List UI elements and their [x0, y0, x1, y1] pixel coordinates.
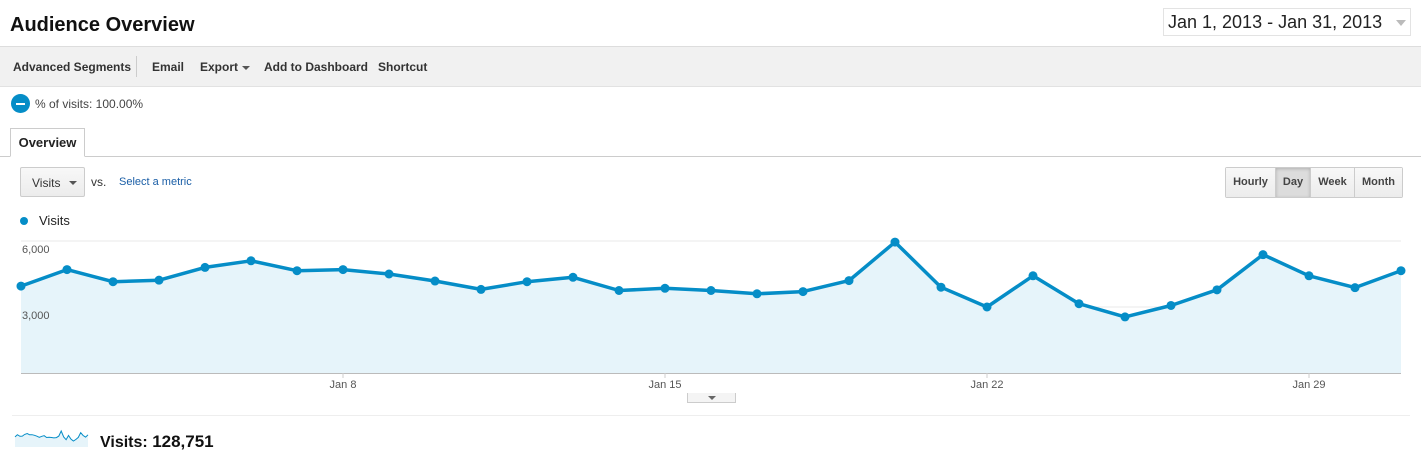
chart-collapse-handle[interactable]	[687, 393, 736, 403]
export-label: Export	[200, 60, 239, 74]
data-point[interactable]	[936, 282, 946, 292]
legend-label: Visits	[39, 213, 70, 228]
data-point[interactable]	[1074, 299, 1084, 309]
data-point[interactable]	[752, 289, 762, 299]
data-point[interactable]	[706, 286, 716, 295]
visits-area-chart[interactable]: 6,000 3,000 Jan 8 Jan 15 Jan 22 Jan 29	[0, 236, 1421, 392]
granularity-month-button[interactable]: Month	[1355, 168, 1402, 197]
summary-label: Visits:	[100, 434, 148, 451]
chevron-down-icon[interactable]	[1396, 20, 1406, 26]
date-range-text: Jan 1, 2013 - Jan 31, 2013	[1168, 11, 1383, 32]
data-point[interactable]	[890, 237, 900, 247]
area-fill	[21, 242, 1401, 373]
select-metric-link[interactable]: Select a metric	[119, 176, 192, 188]
caret-down-icon	[242, 65, 251, 70]
vs-label: vs.	[91, 175, 107, 189]
data-point[interactable]	[798, 287, 808, 297]
y-tick-label: 6,000	[22, 244, 50, 256]
email-button[interactable]: Email	[152, 60, 185, 74]
data-point[interactable]	[154, 275, 164, 285]
x-tick-label: Jan 22	[970, 379, 1003, 391]
data-point[interactable]	[1120, 312, 1130, 322]
date-range-picker[interactable]: Jan 1, 2013 - Jan 31, 2013	[1163, 8, 1411, 36]
segment-minus-icon[interactable]	[11, 94, 30, 113]
tab-overview[interactable]: Overview	[10, 128, 85, 157]
data-point[interactable]	[338, 265, 348, 275]
x-tick-label: Jan 15	[648, 379, 681, 391]
data-point[interactable]	[108, 277, 118, 287]
x-tick-label: Jan 29	[1292, 379, 1325, 391]
visits-sparkline	[14, 429, 89, 447]
data-point[interactable]	[246, 256, 256, 266]
granularity-hourly-button[interactable]: Hourly	[1226, 168, 1276, 197]
data-point[interactable]	[522, 277, 532, 287]
x-tick-label: Jan 8	[330, 379, 357, 391]
data-point[interactable]	[1350, 283, 1360, 293]
toolbar-divider	[136, 56, 137, 77]
metric-select-button[interactable]: Visits	[20, 167, 85, 197]
granularity-week-button[interactable]: Week	[1311, 168, 1355, 197]
data-point[interactable]	[62, 265, 72, 275]
metric-select-label: Visits	[32, 176, 61, 190]
data-point[interactable]	[200, 262, 210, 272]
add-to-dashboard-button[interactable]: Add to Dashboard	[264, 60, 368, 74]
shortcut-button[interactable]: Shortcut	[378, 60, 428, 74]
toolbar: Advanced Segments Email Export Add to Da…	[0, 46, 1421, 87]
data-point[interactable]	[1304, 271, 1314, 281]
data-point[interactable]	[568, 272, 578, 282]
y-tick-label: 3,000	[22, 310, 50, 322]
data-point[interactable]	[1396, 266, 1406, 276]
summary-divider	[12, 415, 1410, 416]
segment-label: % of visits: 100.00%	[35, 96, 144, 111]
export-button[interactable]: Export	[200, 60, 251, 74]
chart-legend: Visits	[20, 213, 70, 228]
advanced-segments-button[interactable]: Advanced Segments	[13, 60, 132, 74]
segment-indicator: % of visits: 100.00%	[11, 94, 143, 113]
data-point[interactable]	[292, 266, 302, 276]
data-point[interactable]	[844, 276, 854, 286]
visits-summary: Visits: 128,751	[100, 432, 214, 452]
caret-down-icon	[69, 181, 77, 185]
tab-divider	[0, 156, 1421, 157]
data-point[interactable]	[1212, 285, 1222, 295]
data-point[interactable]	[16, 281, 26, 291]
data-point[interactable]	[1028, 271, 1038, 281]
data-point[interactable]	[1258, 250, 1268, 260]
legend-marker	[20, 216, 28, 225]
data-point[interactable]	[1166, 300, 1176, 310]
summary-value: 128,751	[152, 432, 214, 451]
data-point[interactable]	[982, 302, 992, 312]
page-title: Audience Overview	[10, 14, 195, 36]
data-point[interactable]	[614, 286, 624, 295]
granularity-toggle: Hourly Day Week Month	[1225, 167, 1403, 198]
data-point[interactable]	[476, 284, 486, 294]
data-point[interactable]	[430, 276, 440, 286]
sparkline-line	[14, 429, 89, 442]
data-point[interactable]	[384, 269, 394, 279]
granularity-day-button[interactable]: Day	[1276, 168, 1311, 197]
data-point[interactable]	[660, 283, 670, 293]
